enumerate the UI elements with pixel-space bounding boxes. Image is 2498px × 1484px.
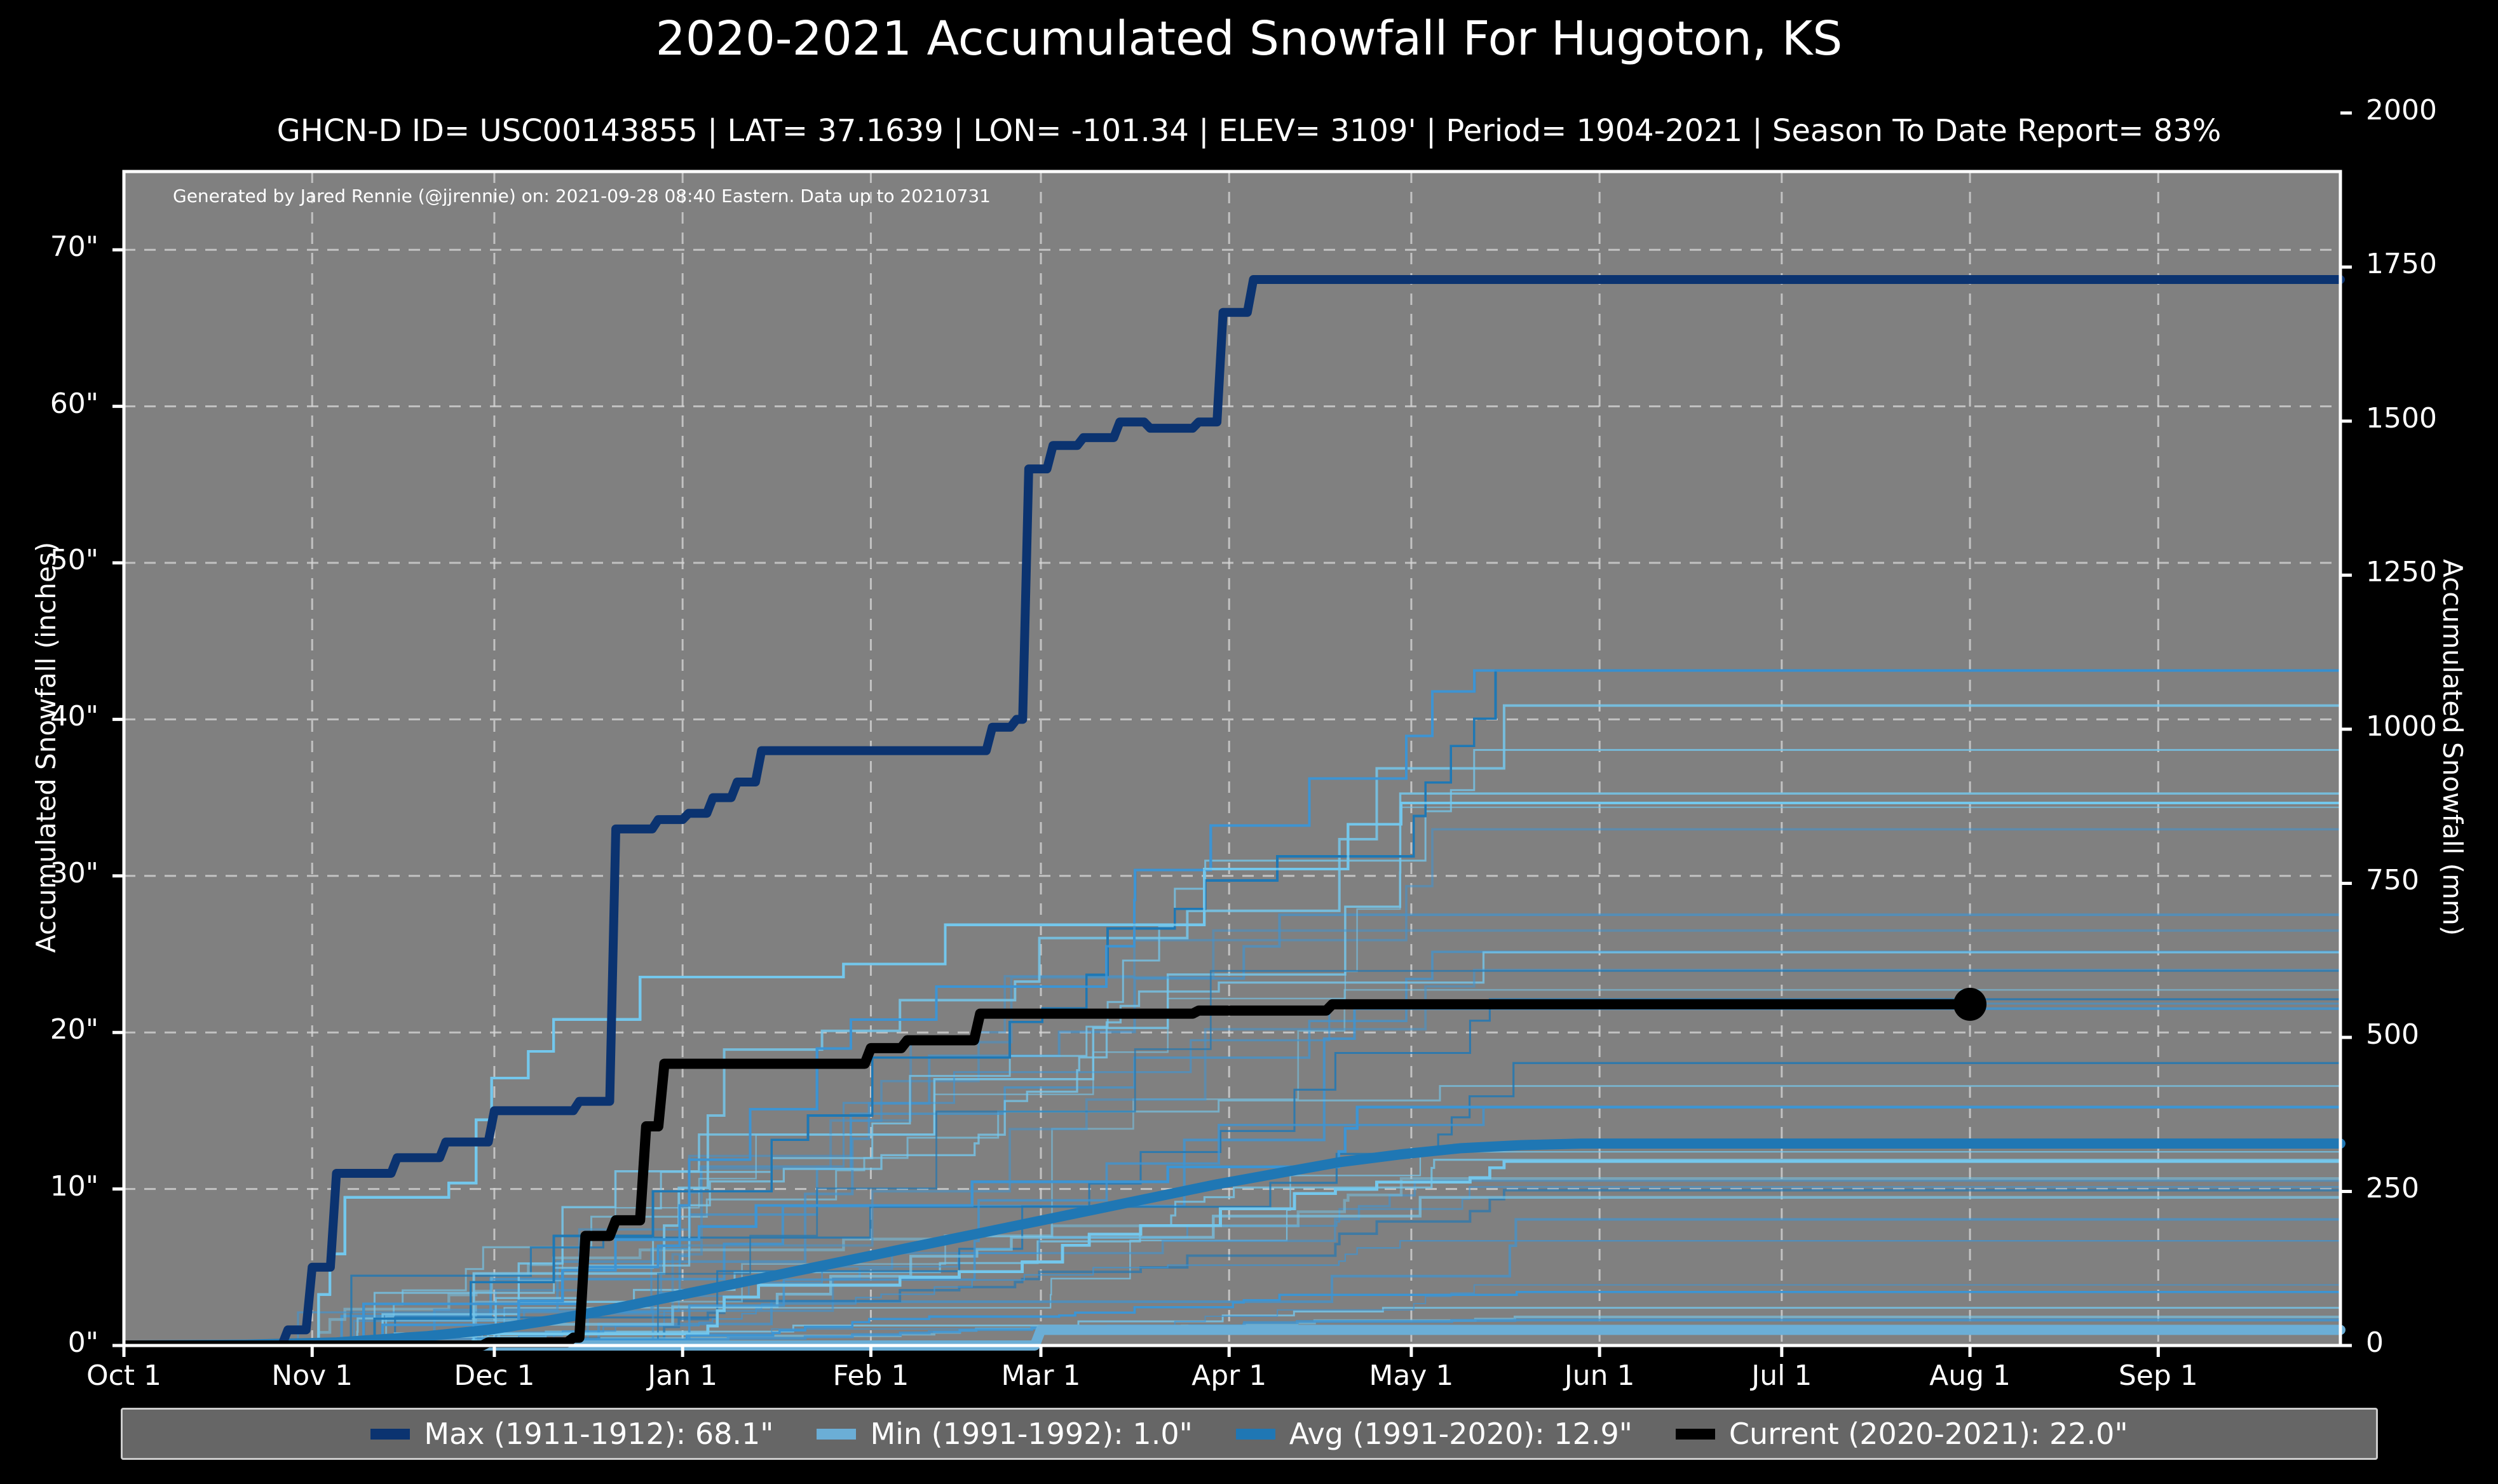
y-tick-label-left-0: 0" <box>67 1326 98 1359</box>
historical-trace <box>124 1007 2340 1347</box>
x-tick-label-10: Aug 1 <box>1929 1359 2011 1392</box>
x-tick-label-5: Mar 1 <box>1001 1359 1081 1392</box>
y-tick-label-right-2: 500 <box>2366 1018 2419 1051</box>
historical-season-traces <box>124 669 2340 1347</box>
legend-label-min: Min (1991-1992): 1.0" <box>870 1417 1193 1451</box>
historical-trace <box>124 969 2340 1347</box>
legend-item-avg[interactable]: Avg (1991-2020): 12.9" <box>1235 1417 1633 1451</box>
series-end-marker <box>1953 987 1987 1021</box>
y-tick-label-left-4: 40" <box>50 700 98 733</box>
x-tick-label-6: Apr 1 <box>1191 1359 1267 1392</box>
chart-subtitle: GHCN-D ID= USC00143855 | LAT= 37.1639 | … <box>276 113 2222 149</box>
historical-trace <box>124 704 2340 1347</box>
legend-swatch-min <box>817 1428 857 1440</box>
historical-trace <box>124 951 2340 1347</box>
historical-trace <box>124 1189 2340 1347</box>
y-tick-label-right-3: 750 <box>2366 864 2419 897</box>
y-tick-label-right-4: 1000 <box>2366 710 2437 743</box>
historical-trace <box>124 1160 2340 1347</box>
historical-trace <box>124 1105 2340 1347</box>
historical-trace <box>124 1062 2340 1347</box>
y-tick-label-right-0: 0 <box>2366 1326 2384 1359</box>
historical-trace <box>124 1196 2340 1347</box>
chart-legend: Max (1911-1912): 68.1" Min (1991-1992): 1… <box>121 1408 2378 1460</box>
historical-trace <box>124 669 2340 1347</box>
x-tick-label-7: May 1 <box>1369 1359 1454 1392</box>
legend-swatch-avg <box>1235 1428 1275 1440</box>
legend-swatch-max <box>370 1428 411 1440</box>
chart-title: 2020-2021 Accumulated Snowfall For Hugot… <box>655 11 1843 66</box>
x-tick-label-1: Nov 1 <box>271 1359 353 1392</box>
historical-trace <box>124 806 2340 1347</box>
historical-trace <box>124 1177 2340 1347</box>
y-tick-label-left-6: 60" <box>50 387 98 420</box>
y-tick-label-right-5: 1250 <box>2366 556 2437 589</box>
historical-trace <box>124 1240 2340 1347</box>
x-tick-label-2: Dec 1 <box>454 1359 535 1392</box>
series-avg <box>119 1138 2345 1351</box>
plot-background <box>124 172 2340 1346</box>
series-current <box>119 987 1987 1351</box>
x-tick-label-9: Jul 1 <box>1751 1359 1812 1392</box>
legend-item-max[interactable]: Max (1911-1912): 68.1" <box>370 1417 773 1451</box>
y-tick-label-left-3: 30" <box>50 856 98 889</box>
historical-trace <box>124 1291 2340 1347</box>
y-tick-label-right-6: 1500 <box>2366 401 2437 435</box>
historical-trace <box>124 1159 2340 1347</box>
historical-trace <box>124 802 2340 1347</box>
y-axis-label-left: Accumulated Snowfall (inches) <box>31 541 62 953</box>
axis-spines <box>112 111 2352 1357</box>
y-tick-label-left-5: 50" <box>50 544 98 576</box>
legend-swatch-current <box>1675 1428 1715 1440</box>
series-max <box>119 275 2345 1350</box>
y-tick-label-right-1: 250 <box>2366 1172 2419 1205</box>
y-tick-label-right-8: 2000 <box>2366 93 2437 126</box>
x-tick-label-11: Sep 1 <box>2118 1359 2198 1392</box>
y-tick-label-left-7: 70" <box>50 231 98 264</box>
y-tick-label-right-7: 1750 <box>2366 248 2437 281</box>
series-line-current <box>119 999 1976 1351</box>
legend-label-avg: Avg (1991-2020): 12.9" <box>1289 1417 1633 1451</box>
generated-by-note: Generated by Jared Rennie (@jjrennie) on… <box>173 186 991 206</box>
x-tick-label-0: Oct 1 <box>86 1359 162 1392</box>
x-tick-label-4: Feb 1 <box>832 1359 909 1392</box>
y-tick-label-left-1: 10" <box>50 1170 98 1203</box>
historical-trace <box>124 929 2340 1347</box>
axis-frame <box>122 170 2342 1347</box>
series-line-max <box>119 275 2345 1350</box>
x-tick-label-8: Jun 1 <box>1564 1359 1635 1392</box>
legend-label-current: Current (2020-2021): 22.0" <box>1728 1417 2128 1451</box>
legend-label-max: Max (1911-1912): 68.1" <box>424 1417 774 1451</box>
y-tick-label-left-2: 20" <box>50 1013 98 1046</box>
legend-item-min[interactable]: Min (1991-1992): 1.0" <box>817 1417 1193 1451</box>
series-line-avg <box>119 1138 2345 1351</box>
historical-trace <box>124 998 2340 1347</box>
legend-item-current[interactable]: Current (2020-2021): 22.0" <box>1675 1417 2128 1451</box>
x-tick-label-3: Jan 1 <box>648 1359 718 1392</box>
